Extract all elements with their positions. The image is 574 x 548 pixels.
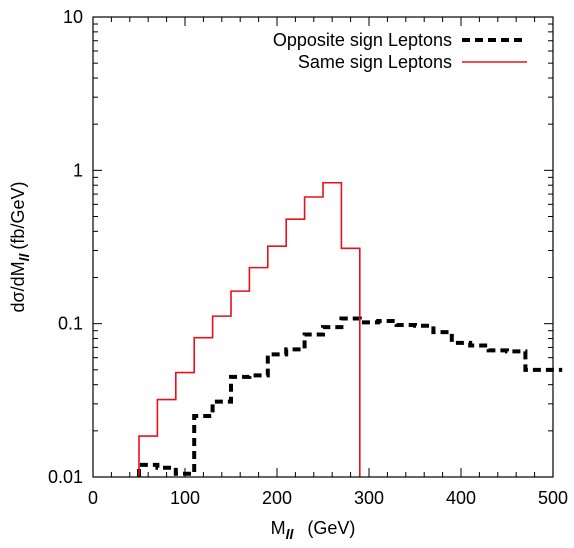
legend-label-same: Same sign Leptons xyxy=(298,52,452,72)
x-tick-label: 0 xyxy=(88,488,98,508)
series-line-same xyxy=(138,181,361,477)
x-tick-label: 100 xyxy=(170,488,200,508)
y-tick-label: 0.1 xyxy=(58,314,83,334)
x-tick-label: 300 xyxy=(354,488,384,508)
y-tick-label: 10 xyxy=(63,7,83,27)
y-axis-label-main: dσ/dM xyxy=(8,261,28,312)
x-axis-label-unit: (GeV) xyxy=(307,518,355,538)
x-axis-label-sub: ll xyxy=(286,526,295,542)
y-axis-label: dσ/dMll (fb/GeV) xyxy=(8,182,32,313)
x-axis-label-main: M xyxy=(271,518,286,538)
series-line-opposite xyxy=(137,316,563,477)
x-tick-label: 500 xyxy=(538,488,568,508)
y-axis-label-unit: (fb/GeV) xyxy=(8,182,28,250)
legend: Opposite sign Leptons Same sign Leptons xyxy=(273,30,527,72)
x-tick-label: 400 xyxy=(446,488,476,508)
y-tick-label: 0.01 xyxy=(48,467,83,487)
y-axis-label-sub: ll xyxy=(16,252,32,261)
legend-label-opposite: Opposite sign Leptons xyxy=(273,30,452,50)
x-tick-label: 200 xyxy=(262,488,292,508)
tick-layer: 0 100 200 300 400 500 0.01 0.1 1 10 xyxy=(48,7,568,508)
y-tick-label: 1 xyxy=(73,160,83,180)
x-axis-label: Mll (GeV) xyxy=(271,518,356,542)
series-layer xyxy=(137,181,563,477)
plot-frame xyxy=(92,16,554,478)
